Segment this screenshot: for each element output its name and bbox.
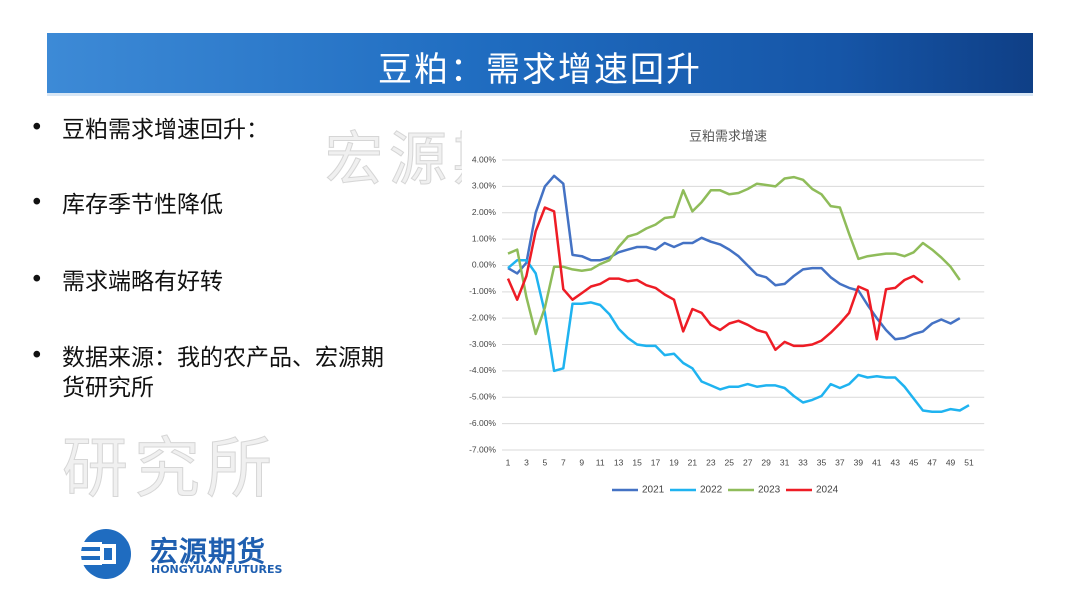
y-tick-label: 0.00% [472, 260, 497, 270]
y-tick-label: -7.00% [469, 444, 496, 454]
x-tick-label: 27 [743, 457, 753, 467]
x-tick-label: 35 [817, 457, 827, 467]
legend-label: 2021 [642, 485, 665, 496]
y-tick-label: -1.00% [469, 286, 496, 296]
header-title: 豆粕：需求增速回升 [378, 50, 702, 90]
legend-label: 2023 [758, 485, 781, 496]
x-tick-label: 11 [596, 457, 605, 467]
bullet-text: 数据来源：我的农产品、宏源期货研究所 [62, 345, 384, 401]
bullet-text: 需求端略有好转 [62, 269, 223, 295]
x-tick-label: 13 [614, 457, 624, 467]
header-banner [47, 33, 1033, 96]
x-tick-label: 51 [964, 457, 974, 467]
y-tick-label: -6.00% [469, 418, 496, 428]
x-tick-label: 21 [688, 457, 698, 467]
watermark: 研究所 [62, 430, 278, 508]
y-tick-label: 2.00% [472, 207, 497, 217]
series-line [507, 258, 970, 414]
bullet-text: 豆粕需求增速回升： [62, 117, 269, 143]
legend-label: 2024 [816, 485, 839, 496]
x-tick-label: 23 [706, 457, 716, 467]
x-tick-label: 15 [632, 457, 642, 467]
series-line [507, 174, 961, 341]
logo-english: HONGYUAN FUTURES [151, 563, 283, 576]
x-tick-label: 49 [946, 457, 956, 467]
x-tick-label: 33 [798, 457, 808, 467]
x-tick-label: 17 [651, 457, 661, 467]
x-tick-label: 1 [506, 457, 511, 467]
bullet-text: 库存季节性降低 [62, 192, 223, 218]
x-tick-label: 19 [669, 457, 679, 467]
x-tick-label: 7 [561, 457, 566, 467]
y-tick-label: 3.00% [472, 181, 497, 191]
chart-title: 豆粕需求增速 [689, 128, 767, 143]
y-tick-label: -5.00% [469, 392, 496, 402]
x-tick-label: 5 [543, 457, 548, 467]
y-tick-label: -2.00% [469, 312, 496, 322]
x-tick-label: 45 [909, 457, 919, 467]
y-tick-label: -3.00% [469, 339, 496, 349]
logo-icon [72, 529, 131, 579]
x-tick-label: 9 [579, 457, 584, 467]
x-tick-label: 29 [761, 457, 771, 467]
legend-label: 2022 [700, 485, 723, 496]
x-tick-label: 3 [524, 457, 529, 467]
y-tick-label: 4.00% [472, 154, 497, 164]
x-tick-label: 39 [854, 457, 864, 467]
series-line [506, 206, 924, 352]
y-tick-label: 1.00% [472, 233, 497, 243]
x-tick-label: 43 [891, 457, 901, 467]
y-tick-label: -4.00% [469, 365, 496, 375]
logo-name: 宏源期货 [150, 535, 267, 568]
x-tick-label: 25 [725, 457, 735, 467]
series-line [507, 175, 961, 336]
x-tick-label: 47 [927, 457, 937, 467]
x-tick-label: 31 [780, 457, 790, 467]
x-tick-label: 41 [872, 457, 882, 467]
x-tick-label: 37 [835, 457, 845, 467]
